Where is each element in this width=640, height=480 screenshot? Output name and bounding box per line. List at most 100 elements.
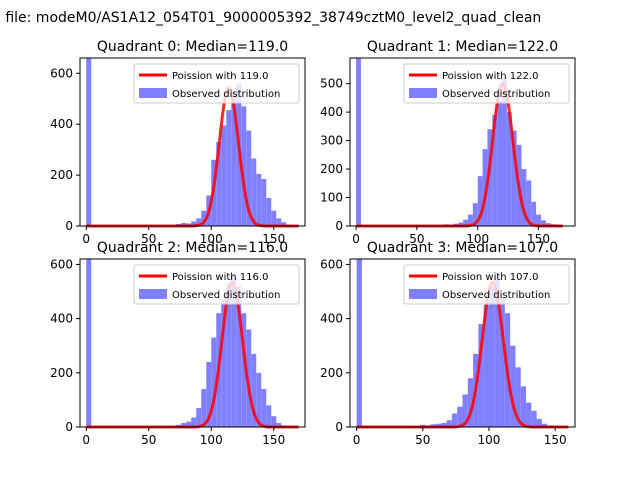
histogram-bar	[482, 149, 488, 226]
histogram-bar	[511, 130, 517, 226]
histogram-bar	[241, 313, 247, 427]
y-tick-label: 300	[320, 134, 343, 148]
legend-label-observed: Observed distribution	[442, 290, 550, 301]
legend-bar-swatch	[409, 88, 437, 98]
histogram-bar	[221, 299, 227, 427]
legend-label-observed: Observed distribution	[442, 89, 550, 100]
x-tick-label: 50	[141, 232, 156, 246]
x-tick-label: 150	[262, 232, 285, 246]
histogram-bar	[231, 275, 237, 427]
axes-frame	[79, 57, 306, 227]
histogram-bar	[526, 180, 532, 226]
histogram-bar	[521, 169, 527, 226]
histogram-bar	[86, 259, 92, 427]
histogram-bar	[477, 176, 483, 226]
legend-label-poisson: Poission with 122.0	[442, 71, 538, 82]
histogram-bar	[266, 198, 272, 226]
y-tick-label: 400	[320, 105, 343, 119]
legend-bar-swatch	[139, 289, 167, 299]
histogram-bar	[241, 106, 247, 226]
y-tick-label: 200	[320, 366, 343, 380]
histogram-bar	[502, 77, 507, 226]
histogram-bar	[256, 372, 262, 427]
axes-frame	[79, 258, 306, 428]
y-tick-label: 200	[50, 168, 73, 182]
histogram-bar	[206, 361, 212, 427]
histogram-bar	[201, 389, 207, 427]
histogram-bar	[221, 125, 227, 226]
subplot-title: Quadrant 3: Median=107.0	[367, 240, 558, 256]
x-tick-label: 100	[200, 433, 223, 447]
legend-box	[133, 264, 300, 305]
legend-label-observed: Observed distribution	[172, 89, 280, 100]
histogram-bar	[520, 386, 527, 427]
histogram-bar	[181, 222, 187, 226]
legend-bar-swatch	[409, 289, 437, 299]
y-tick-label: 400	[320, 312, 343, 326]
x-tick-label: 150	[544, 433, 567, 447]
legend-label-poisson: Poission with 107.0	[442, 272, 538, 283]
histogram-bar	[483, 305, 489, 427]
histogram-bar	[276, 218, 282, 226]
histogram-bar	[457, 406, 463, 427]
histogram-bar	[531, 201, 537, 226]
y-tick-label: 0	[65, 219, 73, 233]
legend: Poission with 116.0 Observed distribution	[133, 264, 300, 305]
subplot-title: Quadrant 1: Median=122.0	[367, 39, 558, 55]
legend: Poission with 122.0 Observed distribution	[403, 63, 570, 104]
x-tick-label: 100	[200, 232, 223, 246]
histogram-bar	[436, 423, 442, 427]
histogram-bar	[472, 203, 478, 226]
histogram-bar	[261, 178, 267, 226]
histogram-bar	[463, 219, 468, 226]
histogram-bar	[494, 275, 500, 427]
histogram-bar	[231, 93, 237, 227]
subplot-quadrant-0: 0 50 100 150 0 200 400 600 Quadrant 0: Median=11…	[50, 39, 306, 246]
axes-frame	[349, 258, 576, 428]
histogram-bar	[226, 110, 232, 226]
y-tick-label: 200	[320, 162, 343, 176]
histogram-bar	[216, 142, 222, 226]
x-tick-label: 0	[82, 232, 90, 246]
histogram-bar	[487, 129, 493, 226]
histogram-bar	[266, 405, 272, 427]
histogram-bar	[281, 222, 287, 226]
x-tick-label: 0	[353, 433, 361, 447]
y-tick-label: 600	[320, 257, 343, 271]
histogram-bar	[510, 345, 516, 427]
histogram-bar	[526, 402, 532, 427]
y-tick-label: 400	[50, 117, 73, 131]
x-tick-label: 50	[141, 433, 156, 447]
histogram-bar	[186, 421, 192, 427]
histogram-bar	[191, 417, 197, 427]
histogram-bar	[467, 214, 473, 226]
histogram-bar	[541, 423, 548, 427]
y-tick-label: 600	[50, 257, 73, 271]
legend: Poission with 119.0 Observed distribution	[133, 63, 300, 104]
x-tick-label: 100	[466, 232, 489, 246]
y-tick-label: 0	[65, 420, 73, 434]
histogram-bar	[271, 416, 277, 427]
legend-box	[403, 63, 570, 104]
y-tick-label: 0	[335, 420, 343, 434]
x-tick-label: 50	[409, 232, 424, 246]
y-tick-label: 600	[50, 66, 73, 80]
histogram-bar	[499, 296, 505, 427]
x-tick-label: 0	[352, 232, 360, 246]
y-tick-label: 100	[320, 191, 343, 205]
histogram-bar	[196, 408, 202, 427]
histogram-bar	[488, 286, 495, 427]
subplot-grid: 0 50 100 150 0 200 400 600 Quadrant 0: Median=11…	[50, 39, 576, 447]
histogram-bar	[458, 222, 464, 226]
x-tick-label: 50	[415, 433, 430, 447]
histogram-bar	[236, 286, 242, 427]
histogram-bar	[451, 413, 458, 427]
histogram-bar	[261, 389, 267, 427]
histogram-bar	[441, 422, 447, 427]
histogram-bar	[181, 422, 187, 427]
histogram-bar	[251, 158, 257, 226]
y-tick-label: 0	[335, 219, 343, 233]
histogram-bar	[531, 410, 537, 427]
subplot-title: Quadrant 2: Median=116.0	[97, 240, 288, 256]
